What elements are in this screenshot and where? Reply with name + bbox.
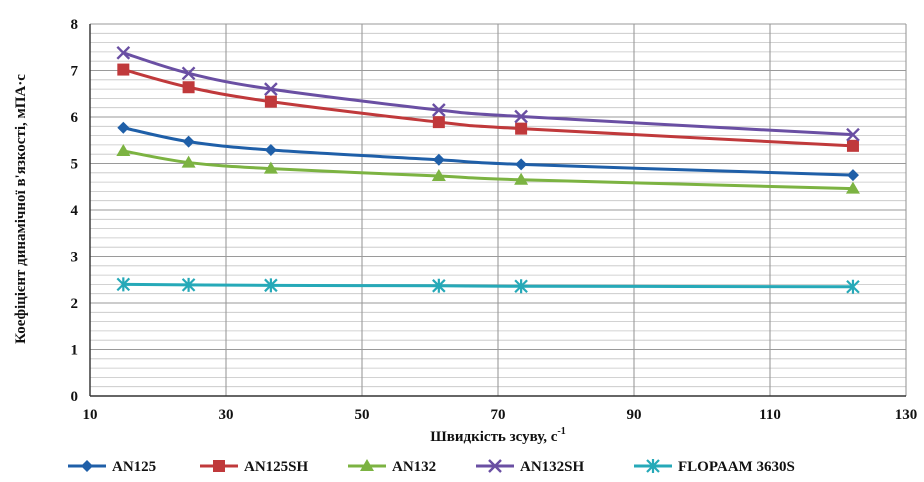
data-point-an125	[117, 122, 129, 134]
x-axis-title-text: Швидкість зсуву, с	[430, 429, 557, 445]
legend-marker	[213, 460, 225, 472]
data-point-an125	[183, 136, 195, 148]
legend-item-an125: AN125	[68, 459, 156, 475]
data-point-an125	[847, 169, 859, 181]
data-point-an125sh	[117, 64, 129, 76]
series-line-an132	[123, 151, 853, 189]
y-axis-title: Коефіцієнт динамічної в'язкості, мПА·с	[13, 74, 29, 344]
x-tick-label: 70	[491, 407, 506, 423]
series-line-an132sh	[123, 53, 853, 135]
legend: AN125 AN125SH AN132 AN132SH FLOPAAM 3630S	[68, 459, 795, 475]
y-tick-label: 6	[71, 110, 79, 126]
legend-item-an132: AN132	[348, 459, 436, 475]
y-tick-label: 8	[71, 17, 79, 33]
x-tick-label: 50	[355, 407, 370, 423]
x-tick-label: 110	[759, 407, 781, 423]
data-point-an125sh	[183, 81, 195, 93]
y-tick-label: 1	[71, 343, 79, 359]
data-point-an125sh	[433, 116, 445, 128]
y-tick-label: 5	[71, 157, 79, 173]
data-point-an132	[116, 144, 130, 156]
legend-label-an125: AN125	[112, 459, 156, 475]
legend-label-flopaam-3630s: FLOPAAM 3630S	[678, 459, 795, 475]
legend-label-an125sh: AN125SH	[244, 459, 309, 475]
y-tick-label: 2	[71, 296, 79, 312]
legend-item-an132sh: AN132SH	[476, 459, 585, 475]
legend-label-an132: AN132	[392, 459, 436, 475]
y-tick-label: 4	[71, 203, 79, 219]
y-tick-label: 3	[71, 250, 79, 266]
data-point-an125sh	[515, 123, 527, 135]
series-an125	[117, 122, 859, 181]
y-tick-label: 7	[71, 64, 79, 80]
x-tick-label: 10	[83, 407, 98, 423]
x-tick-label: 90	[627, 407, 642, 423]
y-tick-label: 0	[71, 389, 79, 405]
legend-item-flopaam-3630s: FLOPAAM 3630S	[634, 459, 795, 475]
x-axis-title: Швидкість зсуву, с-1	[430, 426, 565, 445]
tick-labels: 0 1 2 3 4 5 6 7 8 10 30 50 70 90 110 130	[71, 17, 918, 423]
data-point-an125sh	[265, 96, 277, 108]
legend-marker	[81, 460, 93, 472]
x-tick-label: 30	[219, 407, 234, 423]
x-axis-title-superscript: -1	[557, 426, 565, 437]
legend-label-an132sh: AN132SH	[520, 459, 585, 475]
x-tick-label: 130	[895, 407, 918, 423]
data-point-an125	[515, 158, 527, 170]
series-an132	[116, 144, 860, 194]
series-line-an125	[123, 128, 853, 175]
series-flopaam-3630s	[117, 277, 859, 293]
data-point-an125sh	[847, 140, 859, 152]
legend-item-an125sh: AN125SH	[200, 459, 309, 475]
